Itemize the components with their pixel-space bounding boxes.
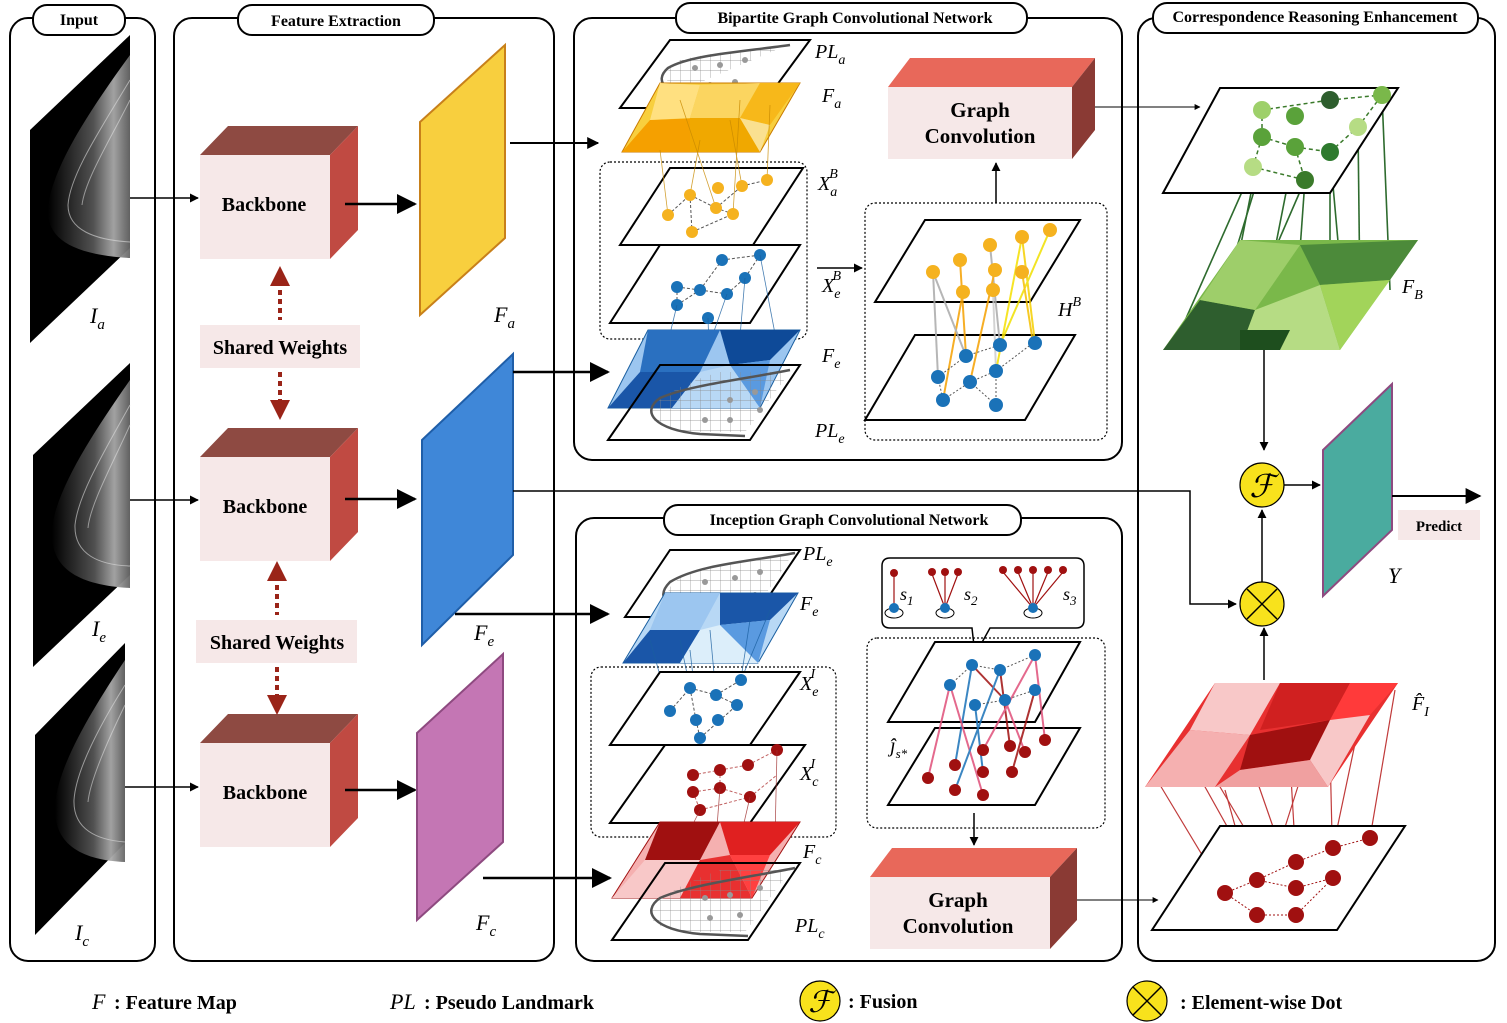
cre-y-label: Y: [1388, 563, 1403, 588]
input-e-label: Ie: [91, 616, 106, 646]
bgcn-hb-graph: [863, 219, 1082, 421]
igcn-fc-label: Fc: [802, 841, 822, 868]
legend-pl-text: : Pseudo Landmark: [424, 992, 595, 1014]
cre-predict-label: Predict: [1416, 519, 1462, 535]
igcn-fe-label: Fe: [799, 593, 818, 620]
legend-dot-icon: [1126, 980, 1168, 1022]
cre-title: Correspondence Reasoning Enhancement: [1172, 9, 1458, 26]
legend-fusion-circle: [799, 980, 841, 1022]
cre-fb-label: FB: [1401, 276, 1423, 303]
cre-fi-graph-plane: [1150, 825, 1407, 931]
shared-weights-top-label: Shared Weights: [213, 337, 348, 359]
backbone-c-label: Backbone: [223, 782, 308, 804]
cre-y-map: [1322, 381, 1393, 599]
feature-extraction-section: Feature Extraction: [173, 4, 555, 962]
legend-f-text: : Feature Map: [114, 992, 237, 1014]
legend-fusion-text: : Fusion: [848, 991, 917, 1013]
igcn-s2-label: s2: [964, 584, 978, 608]
igcn-gc-label-line1: Graph: [928, 888, 988, 912]
igcn-xci-label: XcI: [799, 757, 819, 790]
feature-map-a: [419, 42, 506, 318]
igcn-j-box: [866, 637, 1106, 829]
input-c-label: Ic: [74, 920, 89, 950]
bgcn-fa-label: Fa: [821, 85, 841, 112]
cre-fusion-symbol: ℱ: [1239, 462, 1285, 508]
bgcn-xeb-plane: [608, 244, 802, 401]
legend-f-symbol: F: [91, 989, 106, 1014]
mammogram-e: [33, 363, 131, 667]
igcn-jhat-label: ĵs*: [887, 735, 908, 761]
cre-section: Correspondence Reasoning Enhancement: [1137, 2, 1496, 962]
bgcn-graph-convolution: Graph Convolution: [888, 58, 1095, 159]
bgcn-xeb-label: XeB: [821, 269, 841, 302]
shared-weights-bottom-label: Shared Weights: [210, 632, 345, 654]
igcn-s1-label: s1: [900, 584, 914, 608]
igcn-j-graph: [886, 641, 1082, 806]
igcn-inception-scales: s1 s2 s3: [881, 557, 1085, 658]
backbone-e: Backbone: [200, 428, 358, 561]
igcn-ple-label: PLe: [802, 543, 833, 570]
igcn-pseudo-landmark-c: [610, 862, 802, 941]
cre-fi-label: F̂I: [1411, 692, 1430, 720]
feature-map-c-label: Fc: [475, 910, 496, 940]
input-section: Input: [9, 4, 156, 962]
feature-extraction-title: Feature Extraction: [271, 13, 401, 30]
feature-map-c: [416, 651, 504, 923]
igcn-fe-plane: [622, 592, 799, 664]
feature-map-a-label: Fa: [493, 302, 515, 332]
bgcn-xab-plane: [618, 99, 805, 246]
legend-dot-text: : Element-wise Dot: [1180, 992, 1343, 1014]
bgcn-section: Bipartite Graph Convolutional Network: [573, 2, 1123, 461]
bgcn-gc-label-line2: Convolution: [925, 124, 1036, 148]
bgcn-pla-label: PLa: [814, 41, 845, 68]
backbone-a-label: Backbone: [222, 194, 307, 216]
bgcn-hb-label: HB: [1057, 295, 1081, 321]
bgcn-xab-label: XaB: [817, 167, 838, 200]
shared-weights-top: Shared Weights: [200, 266, 360, 420]
igcn-graph-convolution: Graph Convolution: [870, 848, 1077, 949]
backbone-c: Backbone: [200, 714, 358, 847]
igcn-gc-label-line2: Convolution: [903, 914, 1014, 938]
bgcn-hb-box: [864, 202, 1108, 441]
legend-pl-symbol: PL: [389, 989, 416, 1014]
backbone-a: Backbone: [200, 126, 358, 259]
igcn-section: Inception Graph Convolutional Network: [575, 504, 1123, 962]
feature-map-e: [421, 351, 514, 648]
shared-weights-bottom: Shared Weights: [196, 561, 357, 715]
igcn-xei-plane: [608, 609, 802, 746]
cre-fi-structure: [1145, 683, 1398, 916]
bgcn-pseudo-landmark-e: [606, 364, 802, 441]
arrow-fe-to-dot: [513, 490, 1237, 609]
igcn-plc-label: PLc: [794, 915, 825, 942]
bgcn-title: Bipartite Graph Convolutional Network: [717, 10, 992, 27]
mammogram-a: [30, 35, 131, 343]
bgcn-gc-label-line1: Graph: [950, 98, 1010, 122]
feature-map-e-label: Fe: [473, 620, 494, 650]
cre-predict-box: Predict: [1398, 510, 1480, 540]
cre-fb-graph-plane: [1161, 86, 1400, 194]
backbone-e-label: Backbone: [223, 496, 308, 518]
cre-element-wise-dot: [1239, 581, 1285, 627]
input-a-label: Ia: [89, 303, 105, 333]
legend: F : Feature Map PL : Pseudo Landmark ℱ :…: [91, 980, 1343, 1022]
igcn-title: Inception Graph Convolutional Network: [710, 512, 989, 529]
input-title: Input: [60, 12, 99, 29]
bgcn-fa-plane: [621, 82, 801, 153]
bgcn-fe-label: Fe: [821, 345, 840, 372]
bgcn-ple-label: PLe: [814, 420, 845, 447]
igcn-xei-label: XeI: [799, 667, 818, 700]
igcn-s3-label: s3: [1063, 584, 1077, 608]
mammogram-c: [35, 643, 126, 935]
cre-fb-structure: [1163, 94, 1418, 350]
